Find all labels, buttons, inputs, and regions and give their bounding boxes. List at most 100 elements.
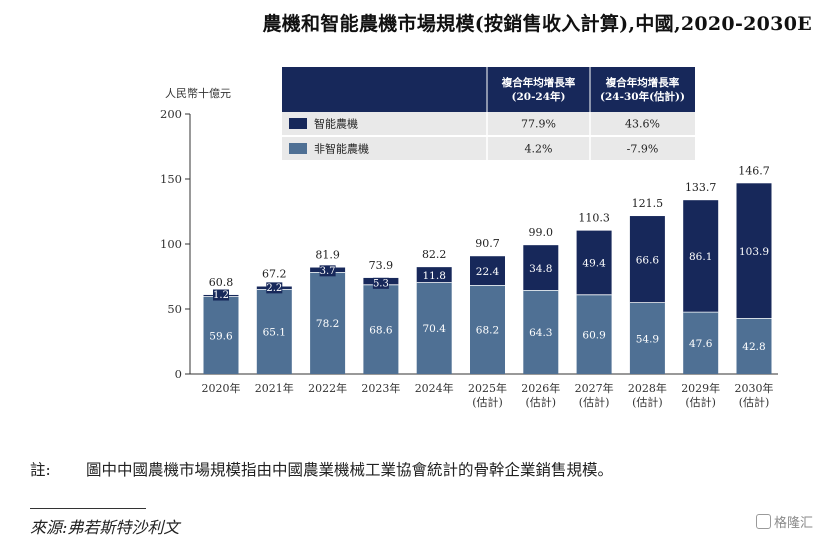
x-tick-label: 2025年	[468, 381, 507, 395]
legend-cagr-value: 43.6%	[625, 118, 660, 131]
data-label-non-smart: 68.2	[476, 325, 499, 337]
data-label-non-smart: 54.9	[636, 333, 659, 345]
data-label-box	[213, 289, 229, 301]
legend-cagr-value: 77.9%	[521, 118, 556, 131]
legend-series-name: 智能農機	[314, 117, 358, 131]
bar-non-smart	[736, 318, 772, 374]
legend-swatch	[289, 118, 307, 129]
x-tick-label: (估計)	[472, 395, 503, 409]
x-tick-label: (估計)	[685, 395, 716, 409]
source-divider	[30, 508, 146, 509]
x-tick-label: (估計)	[579, 395, 610, 409]
watermark-text: 格隆汇	[774, 516, 814, 531]
x-tick-label: 2021年	[255, 381, 294, 395]
x-tick-label: 2026年	[521, 381, 560, 395]
legend-header-text: (24-30年(估計))	[600, 90, 685, 103]
legend-header-text: 複合年均增長率	[501, 76, 576, 89]
x-tick-label: 2028年	[628, 381, 667, 395]
data-label-non-smart: 47.6	[689, 338, 713, 350]
bar-non-smart	[203, 296, 239, 374]
legend-header-text: 複合年均增長率	[605, 76, 680, 89]
footnote: 註: 圖中中國農機市場規模指由中國農業機械工業協會統計的骨幹企業銷售規模。	[30, 458, 613, 480]
data-label-smart: 11.8	[423, 270, 446, 282]
legend-row	[282, 137, 695, 160]
legend-row	[282, 112, 695, 135]
bar-non-smart	[523, 290, 559, 374]
legend-header-text: (20-24年)	[511, 90, 565, 103]
chart-title: 農機和智能農機市場規模(按銷售收入計算),中國,2020-2030E	[262, 13, 812, 35]
data-label-total: 146.7	[738, 164, 770, 177]
data-label-non-smart: 65.1	[263, 327, 286, 339]
data-label-total: 60.8	[209, 276, 234, 289]
bar-smart	[523, 245, 559, 291]
bar-non-smart	[416, 282, 452, 374]
bar-non-smart	[256, 289, 292, 374]
data-label-total: 82.2	[422, 248, 447, 261]
watermark: 格隆汇	[756, 512, 813, 531]
data-label-smart: 5.3	[373, 278, 389, 289]
data-label-box	[372, 277, 389, 289]
data-label-non-smart: 78.2	[316, 318, 339, 330]
bar-non-smart	[629, 302, 665, 374]
x-tick-label: 2020年	[202, 381, 241, 395]
y-tick-label: 100	[160, 237, 182, 251]
x-tick-label: 2030年	[735, 381, 774, 395]
x-tick-label: (估計)	[739, 395, 770, 409]
bar-smart	[736, 183, 772, 319]
footnote-text: 圖中中國農機市場規模指由中國農業機械工業協會統計的骨幹企業銷售規模。	[86, 461, 614, 479]
data-label-total: 81.9	[315, 249, 340, 262]
data-label-non-smart: 70.4	[423, 323, 447, 335]
bar-smart	[416, 267, 452, 283]
legend-cagr-value: 4.2%	[525, 143, 553, 156]
y-tick-label: 50	[167, 302, 182, 316]
bar-non-smart	[470, 285, 505, 374]
y-tick-label: 150	[160, 172, 182, 186]
data-label-total: 90.7	[475, 237, 500, 250]
y-tick-label: 0	[175, 367, 182, 381]
y-axis-label: 人民幣十億元	[165, 86, 231, 100]
data-label-non-smart: 42.8	[742, 341, 765, 353]
data-label-non-smart: 60.9	[582, 329, 605, 341]
x-tick-label: 2029年	[681, 381, 720, 395]
bar-smart	[629, 216, 665, 303]
data-label-smart: 103.9	[739, 246, 769, 258]
x-tick-label: 2027年	[575, 381, 614, 395]
x-tick-label: 2024年	[415, 381, 454, 395]
y-tick-label: 200	[160, 107, 182, 121]
data-label-non-smart: 59.6	[209, 330, 233, 342]
legend-series-name: 非智能農機	[314, 142, 369, 156]
legend-cagr-value: -7.9%	[627, 143, 659, 156]
data-label-non-smart: 64.3	[529, 327, 552, 339]
legend-table-header	[282, 67, 695, 112]
bar-non-smart	[576, 294, 612, 374]
data-label-total: 67.2	[262, 268, 287, 281]
data-label-box	[266, 282, 283, 294]
data-label-total: 73.9	[369, 259, 394, 272]
data-label-total: 99.0	[529, 226, 554, 239]
legend-swatch	[289, 143, 307, 154]
data-label-smart: 1.2	[213, 290, 229, 301]
stacked-bar-chart: 人民幣十億元 0 50 100 150 200 59.6 1.260.8 2020年 65.1 2.…	[160, 67, 778, 409]
data-label-total: 110.3	[578, 212, 610, 225]
bar-smart	[470, 256, 505, 286]
footnote-label: 註:	[30, 461, 51, 479]
data-label-box	[319, 265, 336, 277]
data-label-smart: 2.2	[266, 283, 282, 294]
data-label-smart: 66.6	[636, 254, 660, 266]
x-tick-label: (估計)	[526, 395, 557, 409]
bar-non-smart	[683, 312, 719, 374]
x-tick-label: 2023年	[361, 381, 400, 395]
bar-smart	[576, 230, 612, 295]
data-label-smart: 22.4	[476, 266, 500, 278]
data-label-smart: 34.8	[529, 263, 552, 275]
bar-non-smart	[363, 284, 399, 374]
data-label-non-smart: 68.6	[369, 324, 393, 336]
x-tick-label: 2022年	[308, 381, 347, 395]
bar-smart	[683, 200, 719, 313]
source-text: 來源:弗若斯特沙利文	[30, 518, 180, 537]
watermark-logo-icon	[756, 514, 771, 529]
data-label-smart: 86.1	[689, 251, 712, 263]
data-label-smart: 3.7	[320, 266, 336, 277]
data-label-smart: 49.4	[582, 258, 606, 270]
x-tick-label: (估計)	[632, 395, 663, 409]
